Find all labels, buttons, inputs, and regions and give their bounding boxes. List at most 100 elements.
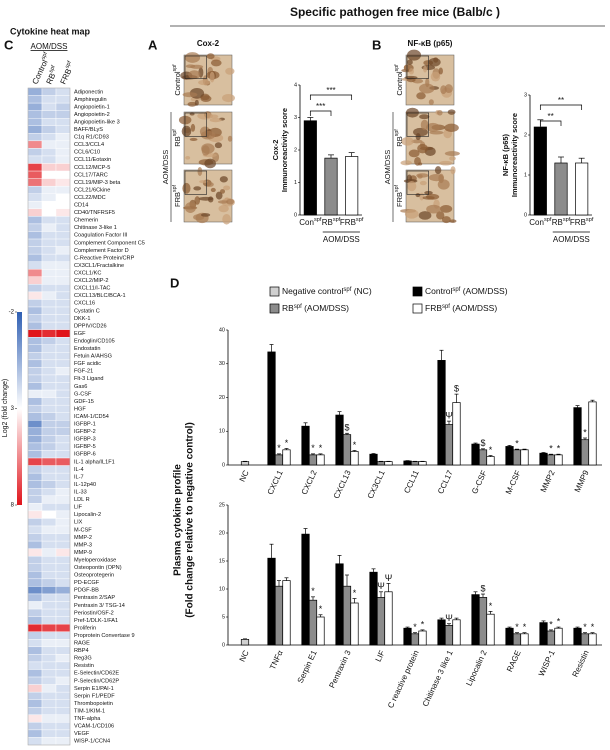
image-inset [406, 112, 429, 137]
row-label: Cystatin C [74, 308, 100, 314]
heatmap-cell [27, 238, 43, 247]
row-label: RBP4 [74, 648, 89, 654]
y-tick-label: 2 [524, 132, 527, 138]
heatmap-cell [55, 533, 71, 542]
heatmap-cell [55, 707, 71, 715]
histology-image [400, 166, 457, 224]
bar [418, 461, 427, 466]
significance-marker: * [489, 445, 493, 455]
heatmap-cell [55, 216, 71, 225]
heatmap-cell [27, 246, 43, 255]
heatmap-cell [27, 321, 43, 330]
tissue-blob [408, 68, 415, 75]
heatmap-cell [41, 601, 57, 610]
heatmap-cell [41, 140, 57, 149]
heatmap-cell [55, 170, 71, 179]
error-bar [371, 453, 376, 455]
row-label: HGF [74, 406, 86, 412]
row-label: IGFBP-1 [74, 422, 96, 428]
heatmap-cell [27, 110, 43, 119]
bar [580, 633, 590, 646]
row-label: Gas6 [74, 384, 87, 390]
error-bar [454, 393, 459, 403]
significance-marker: * [285, 438, 289, 448]
error-bar [345, 574, 349, 587]
tissue-blob [222, 93, 235, 103]
heatmap-cell [41, 510, 57, 519]
heatmap-cell [55, 208, 71, 217]
row-label: CD40/TNFRSF5 [74, 210, 115, 216]
row-label: Complement Factor D [74, 248, 129, 254]
heatmap-cell [41, 148, 57, 157]
error-bar [303, 422, 308, 427]
heatmap-cell [27, 676, 43, 685]
bar [282, 449, 291, 466]
error-bar [473, 442, 478, 445]
error-bar [488, 611, 493, 615]
legend-label-suffix: (AOM/DSS) [302, 303, 349, 313]
row-label: RAGE [74, 641, 90, 647]
significance-label: ** [548, 112, 554, 121]
x-tick-label: MMP9 [573, 468, 591, 493]
tissue-blob [418, 162, 423, 166]
y-axis-label: Immunoreactivity score [280, 108, 289, 192]
heatmap-cell [27, 170, 43, 179]
heatmap-cell [55, 488, 71, 496]
bar [471, 443, 480, 466]
bar [573, 407, 582, 466]
heatmap-subtitle: AOM/DSS [31, 42, 68, 51]
row-label: Pentraxin 3/ TSG-14 [74, 603, 125, 609]
x-tick-label-text: RB [322, 218, 333, 227]
error-bar [549, 453, 553, 455]
significance-marker: * [413, 622, 417, 632]
tissue-blob [405, 107, 419, 118]
tissue-blob [227, 135, 233, 142]
heatmap-cell [41, 382, 57, 391]
legend-label-name: RB [282, 303, 294, 313]
heatmap-cell [27, 216, 43, 225]
heatmap-cell [27, 525, 43, 534]
heatmap-cell [41, 178, 57, 187]
error-bar [284, 577, 289, 581]
heatmap-cell [27, 163, 43, 172]
heatmap-frame [27, 87, 71, 746]
error-bar [590, 399, 595, 402]
heatmap-cell [41, 669, 57, 678]
x-tick-label: CX3CL1 [366, 468, 387, 500]
row-label: Lipocalin-2 [74, 512, 101, 518]
heatmap-cell [55, 359, 71, 368]
x-tick-label: RBspf [552, 217, 571, 227]
tissue-blob [425, 77, 430, 88]
heatmap-cell [41, 223, 57, 232]
x-tick-label: TNFα [268, 649, 285, 671]
error-bar [371, 568, 376, 573]
error-bar [345, 432, 349, 435]
heatmap-cell [41, 737, 57, 746]
significance-bracket [539, 104, 583, 110]
error-bar [439, 617, 444, 620]
significance-marker: * [311, 443, 315, 453]
row-label: Proliferin [74, 625, 96, 631]
panel-letter: D [170, 275, 179, 290]
error-bar [575, 405, 580, 408]
heatmap-cell [55, 291, 71, 300]
heatmap-cell [27, 510, 43, 519]
error-bar [379, 591, 383, 598]
image-row-label-sup: spf [394, 184, 400, 192]
x-tick-label: CXCL1 [266, 468, 285, 496]
bar [539, 622, 548, 646]
heatmap-cell [55, 193, 71, 202]
tissue-blob [416, 92, 426, 100]
heatmap-cell [41, 344, 57, 353]
heatmap-cell [27, 87, 43, 96]
bar [350, 451, 359, 466]
heatmap-cell [55, 374, 71, 383]
image-row-label-sup: spf [394, 64, 400, 72]
bar [437, 360, 446, 466]
image-title: NF-κB (p65) [408, 39, 453, 48]
heatmap-cell [41, 699, 57, 708]
y-tick-label: 3 [294, 115, 297, 121]
row-label: Osteoprotegerin [74, 573, 114, 579]
heatmap-cell [55, 246, 71, 255]
heatmap-cell [55, 563, 71, 572]
